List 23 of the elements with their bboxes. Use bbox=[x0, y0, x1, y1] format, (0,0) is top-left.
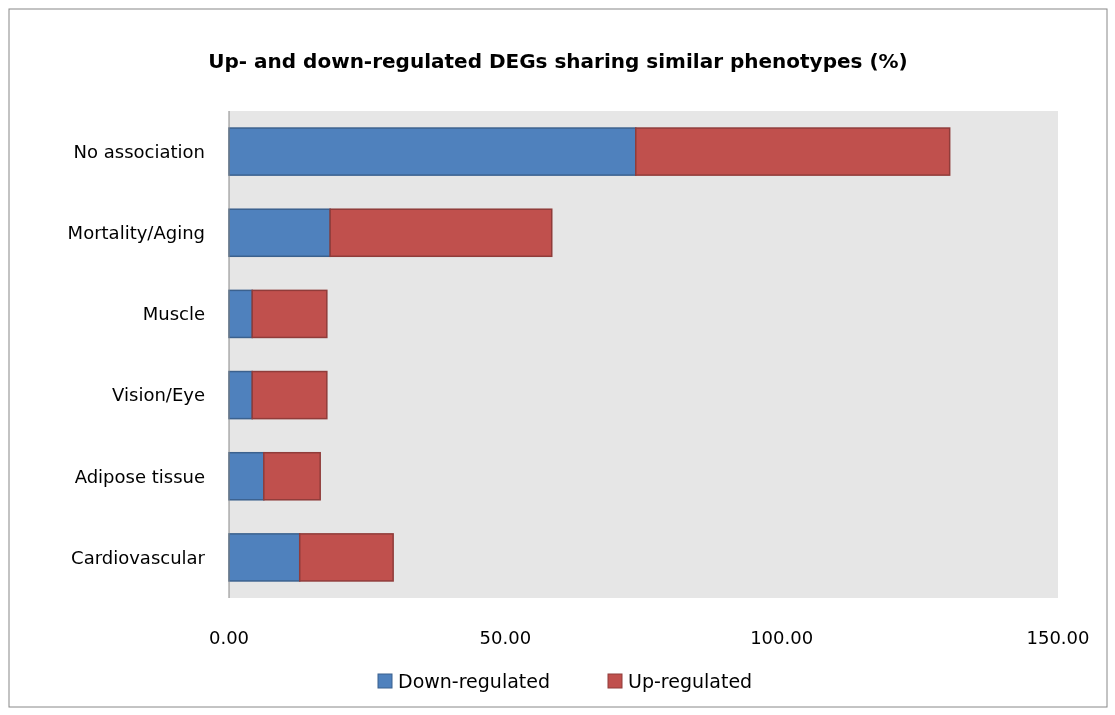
bar bbox=[228, 127, 637, 176]
x-tick-label: 0.00 bbox=[208, 627, 250, 648]
y-tick-label: Cardiovascular bbox=[71, 546, 206, 568]
legend-label: Up-regulated bbox=[628, 670, 753, 692]
bar bbox=[228, 208, 331, 258]
y-tick-label: Mortality/Aging bbox=[67, 222, 205, 244]
bar bbox=[228, 451, 265, 501]
chart-title: Up- and down-regulated DEGs sharing similar phenotypes (%) bbox=[208, 49, 908, 73]
x-tick-label: 50.00 bbox=[479, 627, 532, 648]
y-tick-label: Adipose tissue bbox=[74, 465, 205, 487]
bar bbox=[298, 533, 394, 582]
y-tick-label: Vision/Eye bbox=[112, 384, 205, 406]
bar bbox=[263, 451, 321, 501]
x-tick-label: 150.00 bbox=[1026, 627, 1090, 648]
x-tick-label: 100.00 bbox=[750, 627, 814, 648]
y-tick-label: No association bbox=[73, 140, 205, 162]
bar bbox=[329, 208, 553, 258]
bar bbox=[251, 370, 328, 420]
bar bbox=[251, 289, 328, 339]
bar bbox=[635, 127, 951, 176]
y-tick-label: Muscle bbox=[142, 303, 205, 325]
legend-label: Down-regulated bbox=[398, 670, 550, 692]
bar bbox=[228, 533, 301, 582]
